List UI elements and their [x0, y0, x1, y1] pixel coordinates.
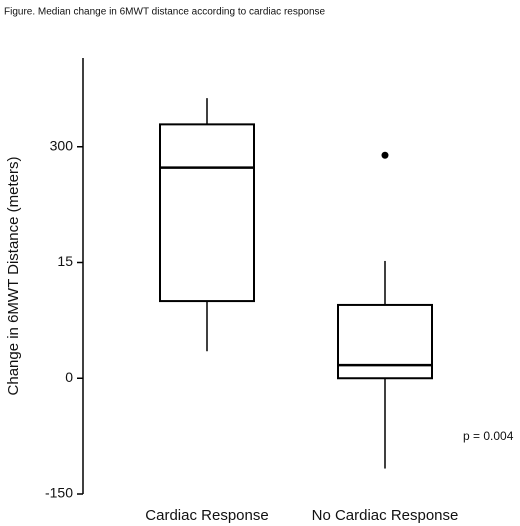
box [337, 303, 433, 380]
box [159, 123, 255, 303]
annotation: p = 0.004 [463, 429, 514, 443]
y-tick-label: 15 [57, 253, 73, 269]
x-tick-label: No Cardiac Response [312, 507, 459, 524]
y-axis-label: Change in 6MWT Distance (meters) [5, 157, 22, 396]
outlier [381, 151, 389, 159]
x-tick-label: Cardiac Response [145, 507, 268, 524]
chart-title: Figure. Median change in 6MWT distance a… [4, 7, 326, 18]
y-tick-label: -150 [45, 485, 73, 501]
y-tick-label: 300 [50, 137, 74, 153]
y-tick-label: 0 [65, 369, 73, 385]
